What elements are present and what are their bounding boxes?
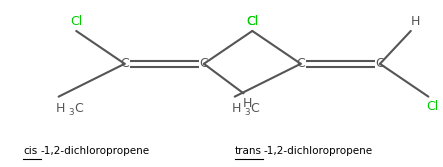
Text: C: C (120, 57, 129, 70)
Text: Cl: Cl (427, 100, 439, 113)
Text: H: H (411, 15, 420, 28)
Text: H: H (243, 97, 253, 110)
Text: Cl: Cl (246, 15, 258, 28)
Text: Cl: Cl (70, 15, 82, 28)
Text: C: C (74, 102, 83, 115)
Text: -1,2-dichloropropene: -1,2-dichloropropene (41, 146, 150, 156)
Text: C: C (376, 57, 385, 70)
Text: H: H (56, 102, 65, 115)
Text: trans: trans (235, 146, 262, 156)
Text: C: C (296, 57, 305, 70)
Text: H: H (232, 102, 241, 115)
Text: cis: cis (23, 146, 38, 156)
Text: C: C (199, 57, 208, 70)
Text: C: C (250, 102, 259, 115)
Text: Cl: Cl (246, 15, 258, 28)
Text: 3: 3 (68, 108, 74, 117)
Text: -1,2-dichloropropene: -1,2-dichloropropene (263, 146, 373, 156)
Text: 3: 3 (244, 108, 250, 117)
